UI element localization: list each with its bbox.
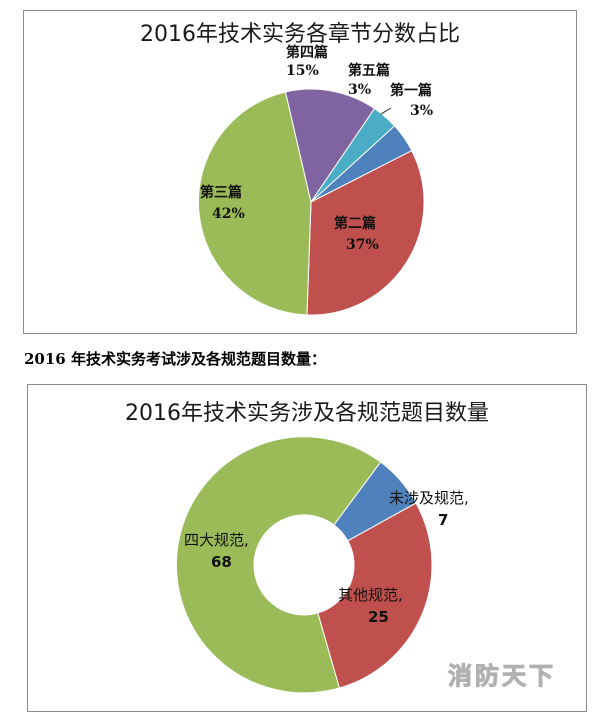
slice-chapter-4 <box>284 88 376 204</box>
watermark: 消防天下 <box>448 662 556 691</box>
label-no-regulation-name: 未涉及规范, <box>389 489 469 507</box>
label-chapter-5-name: 第五篇 <box>348 62 390 79</box>
label-chapter-2-pct: 37% <box>346 237 379 253</box>
label-chapter-3-pct: 42% <box>212 206 245 222</box>
label-chapter-1-pct: 3% <box>410 103 433 119</box>
section-heading: 2016 年技术实务考试涉及各规范题目数量： <box>24 350 326 368</box>
label-chapter-2-name: 第二篇 <box>334 215 376 232</box>
doughnut-plot-area: 未涉及规范, 7 四大规范, 68 其他规范, 25 <box>176 436 469 694</box>
label-chapter-3-name: 第三篇 <box>200 184 242 201</box>
slice-chapter-3 <box>197 91 312 316</box>
label-chapter-1-name: 第一篇 <box>390 82 432 99</box>
pie-chart-chapter-scores: 2016年技术实务各章节分数占比 第四篇 15% 第五篇 3% 第一篇 3% 第… <box>23 10 577 334</box>
slice-chapter-5 <box>310 107 396 203</box>
slice-chapter-2 <box>306 150 425 316</box>
label-four-major-name: 四大规范, <box>184 531 249 549</box>
label-chapter-4-pct: 15% <box>286 63 319 79</box>
chart-title: 2016年技术实务各章节分数占比 <box>140 22 460 47</box>
label-other-name: 其他规范, <box>338 586 403 604</box>
label-chapter-5-pct: 3% <box>348 82 371 98</box>
pie-plot-area: 第四篇 15% 第五篇 3% 第一篇 3% 第三篇 42% 第二篇 37% <box>197 44 433 316</box>
segment-other-regulations <box>317 502 433 689</box>
chart-title: 2016年技术实务涉及各规范题目数量 <box>125 401 489 426</box>
doughnut-chart-regulations: 2016年技术实务涉及各规范题目数量 未涉及规范, 7 四大规范, 68 其他规… <box>27 384 587 712</box>
label-chapter-4-name: 第四篇 <box>286 44 328 61</box>
segment-four-major-regulations <box>176 436 382 694</box>
label-no-regulation-value: 7 <box>438 511 448 529</box>
label-four-major-value: 68 <box>211 553 232 571</box>
label-other-value: 25 <box>368 608 389 626</box>
